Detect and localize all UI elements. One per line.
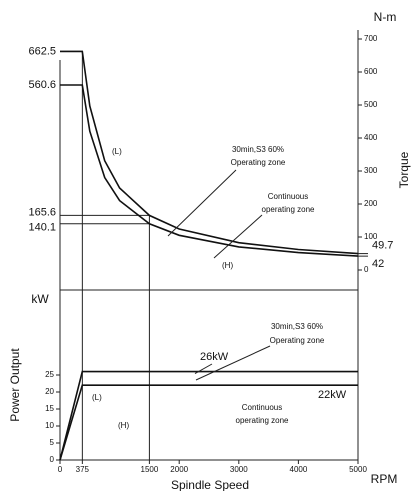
x-tick-label: 4000 [290,465,308,474]
x-tick-label: 375 [76,465,90,474]
x-tick-label: 0 [58,465,63,474]
series-line [60,84,359,257]
y-tick-label: 100 [364,232,378,241]
y-unit: N-m [374,10,397,24]
y-label: Torque [397,151,411,188]
y-tick-label: 0 [364,265,369,274]
series-line [59,384,358,461]
series-label: (L) [92,393,102,402]
leader [167,169,237,237]
series-label: (H) [118,421,129,430]
annotation: Operating zone [270,336,325,345]
left-tick-label: 662.5 [28,45,56,57]
annotation: Continuous [268,192,308,201]
y-tick-label: 10 [45,421,54,430]
x-unit: RPM [371,472,398,486]
series-value-label: 22kW [318,389,347,401]
annotation: operating zone [236,416,289,425]
series-line [59,370,358,461]
annotation: Operating zone [231,158,286,167]
leader [194,363,213,375]
y-tick-label: 200 [364,199,378,208]
annotation: 30min,S3 60% [271,322,323,331]
y-tick-label: 20 [45,387,54,396]
left-tick-label: 140.1 [28,222,56,234]
x-tick-label: 3000 [230,465,248,474]
y-label: Power Output [8,348,22,422]
y-tick-label: 5 [50,438,55,447]
y-tick-label: 400 [364,133,378,142]
y-tick-label: 15 [45,404,54,413]
left-tick-label: 165.6 [28,206,56,218]
annotation: operating zone [262,205,315,214]
end-label: 49.7 [372,240,393,252]
y-tick-label: 600 [364,67,378,76]
leader [195,345,271,381]
x-tick-label: 5000 [349,465,367,474]
y-tick-label: 700 [364,34,378,43]
x-tick-label: 2000 [170,465,188,474]
y-unit: kW [31,292,49,306]
series-line [60,50,359,255]
y-tick-label: 25 [45,370,54,379]
series-label: (H) [222,261,233,270]
y-tick-label: 500 [364,100,378,109]
series-value-label: 26kW [200,351,229,363]
annotation: Continuous [242,403,282,412]
y-tick-label: 0 [50,455,55,464]
end-label: 42 [372,258,384,270]
x-tick-label: 1500 [141,465,159,474]
y-tick-label: 300 [364,166,378,175]
x-label: Spindle Speed [171,478,249,491]
leader [213,214,263,259]
left-tick-label: 560.6 [28,79,56,91]
annotation: 30min,S3 60% [232,145,284,154]
series-label: (L) [112,147,122,156]
